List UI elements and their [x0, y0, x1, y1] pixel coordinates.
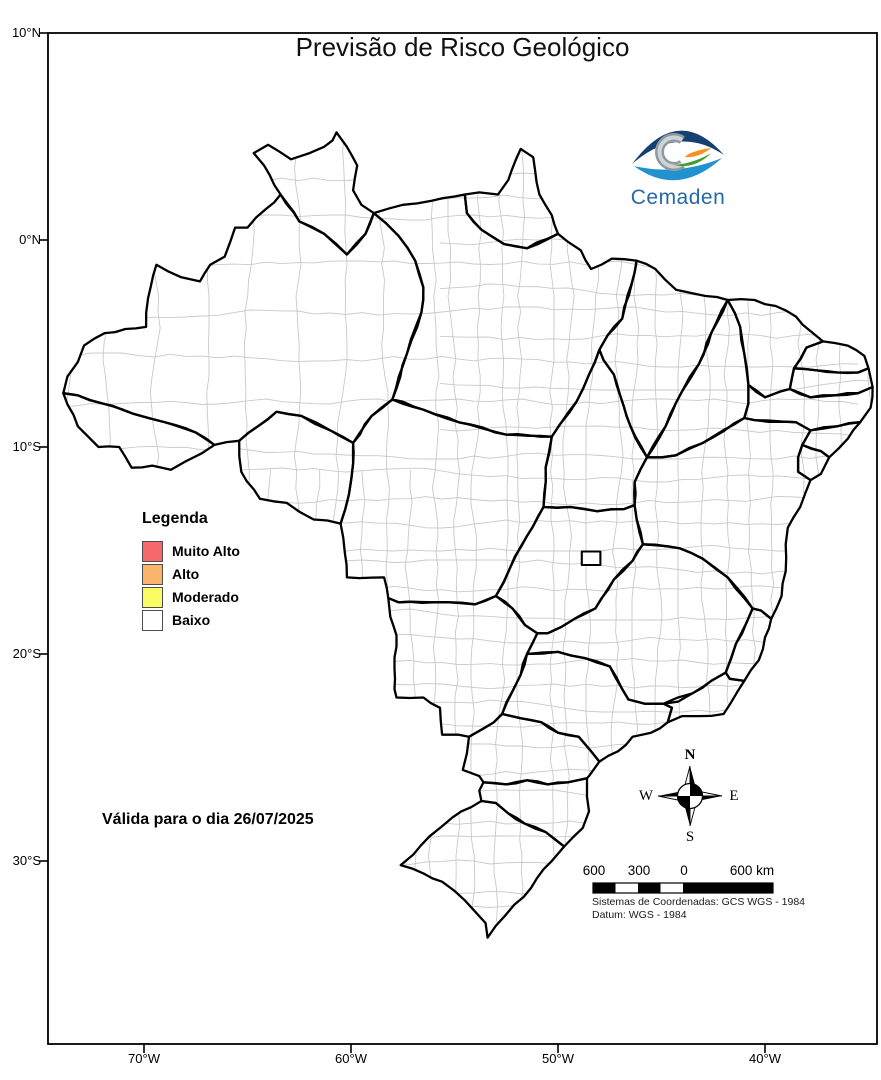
lon-axis-label: 60°W — [335, 1051, 367, 1066]
compass-south-label: S — [685, 829, 695, 845]
validity-note: Válida para o dia 26/07/2025 — [102, 811, 314, 828]
legend: Legenda Muito Alto Alto Moderado Baixo — [142, 510, 240, 632]
risk-swatch-alto — [142, 564, 163, 585]
lat-axis-label: 0°N — [19, 232, 41, 247]
lat-axis-label: 10°N — [11, 25, 41, 40]
scale-label: 300 — [627, 863, 651, 878]
legend-item-label: Baixo — [172, 612, 211, 628]
legend-item: Muito Alto — [142, 540, 240, 563]
legend-item-label: Alto — [172, 566, 200, 582]
longitude-ticks — [143, 1044, 766, 1053]
lon-axis-label: 40°W — [749, 1051, 781, 1066]
state-boundary-ma — [598, 259, 729, 459]
lon-axis-label: 50°W — [542, 1051, 574, 1066]
state-boundary-sp — [500, 650, 674, 763]
latitude-ticks — [39, 32, 48, 862]
cemaden-eye-logo — [632, 130, 724, 181]
compass-west-label: W — [638, 788, 654, 804]
legend-item: Alto — [142, 563, 240, 586]
crs-line: Datum: WGS - 1984 — [592, 909, 687, 921]
state-boundary-rs — [399, 799, 566, 939]
crs-line: Sistemas de Coordenadas: GCS WGS - 1984 — [592, 896, 806, 908]
risk-swatch-muito-alto — [142, 541, 163, 562]
legend-item: Moderado — [142, 586, 240, 609]
compass-north-label: N — [684, 747, 696, 763]
compass-rose-icon — [657, 765, 723, 827]
scale-label: 600 km — [729, 863, 775, 878]
crs-note: Sistemas de Coordenadas: GCS WGS - 1984 … — [592, 896, 805, 922]
state-boundary-pb — [788, 367, 874, 399]
state-boundary-df — [580, 550, 602, 567]
brazil-states-layer — [62, 131, 874, 939]
legend-item-label: Moderado — [172, 589, 239, 605]
legend-title: Legenda — [142, 510, 208, 527]
map-frame — [47, 32, 878, 1045]
scale-label: 0 — [680, 863, 688, 878]
compass-east-label: E — [729, 788, 739, 804]
risk-swatch-moderado — [142, 587, 163, 608]
risk-swatch-baixo — [142, 610, 163, 631]
lon-axis-label: 70°W — [128, 1051, 160, 1066]
lat-axis-label: 30°S — [12, 853, 41, 868]
legend-item-label: Muito Alto — [172, 543, 240, 559]
scale-bar — [592, 882, 774, 894]
lat-axis-label: 20°S — [12, 646, 41, 661]
cemaden-wordmark: Cemaden — [630, 186, 726, 209]
scale-label: 600 — [582, 863, 606, 878]
lat-axis-label: 10°S — [12, 439, 41, 454]
state-boundary-am — [62, 193, 425, 447]
page-title: Previsão de Risco Geológico — [295, 32, 630, 62]
legend-item: Baixo — [142, 609, 240, 632]
